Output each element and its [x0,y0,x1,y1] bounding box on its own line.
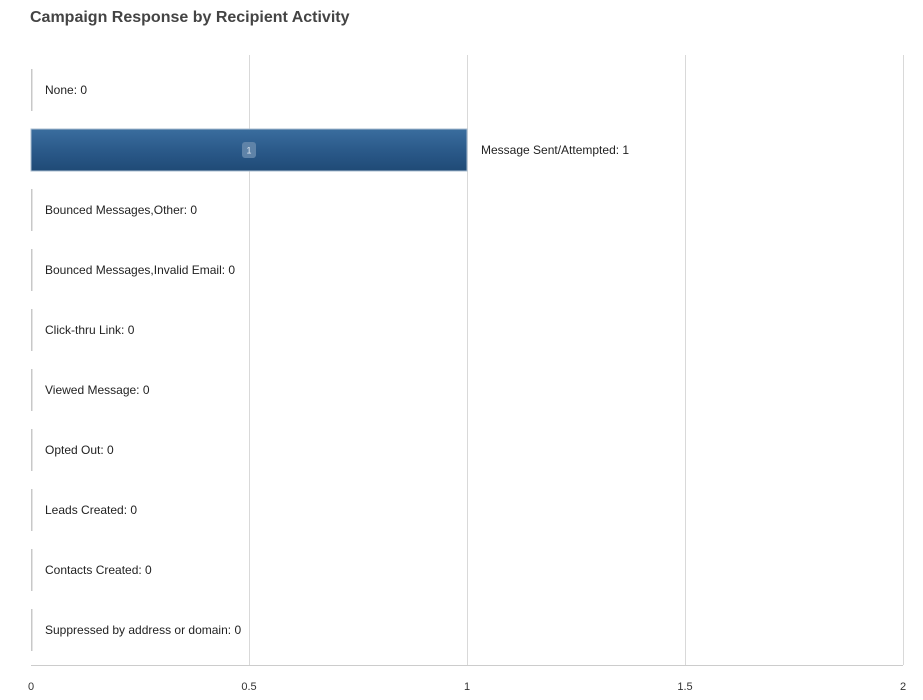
value-badge-text: 1 [246,146,251,156]
bar[interactable] [31,429,33,471]
bar-label: Contacts Created: 0 [45,563,152,577]
bar[interactable] [31,309,33,351]
bar-label: Message Sent/Attempted: 1 [481,143,629,157]
bar[interactable] [31,549,33,591]
x-tick-label: 0.5 [241,681,256,693]
x-tick-label: 1.5 [677,681,692,693]
bar[interactable] [31,249,33,291]
bar[interactable] [31,69,33,111]
bar-label: Bounced Messages,Other: 0 [45,203,197,217]
bar-label: None: 0 [45,83,87,97]
bar[interactable] [31,189,33,231]
bar-label: Bounced Messages,Invalid Email: 0 [45,263,235,277]
bar[interactable] [31,609,33,651]
bar-label: Click-thru Link: 0 [45,323,135,337]
value-badge [242,142,256,158]
bar-label: Opted Out: 0 [45,443,114,457]
bar-labels: None: 0 Message Sent/Attempted: 1 Bounced … [45,83,629,637]
x-axis-ticks: 0 0.5 1 1.5 2 [28,681,906,693]
bar-label: Suppressed by address or domain: 0 [45,623,241,637]
bar-label: Leads Created: 0 [45,503,137,517]
grid-lines [31,55,904,666]
bar[interactable] [31,489,33,531]
x-tick-label: 1 [464,681,470,693]
bar[interactable] [31,369,33,411]
bar-label: Viewed Message: 0 [45,383,150,397]
x-tick-label: 2 [900,681,906,693]
bars: 1 [30,69,468,651]
x-tick-label: 0 [28,681,34,693]
chart-title: Campaign Response by Recipient Activity [30,9,350,26]
